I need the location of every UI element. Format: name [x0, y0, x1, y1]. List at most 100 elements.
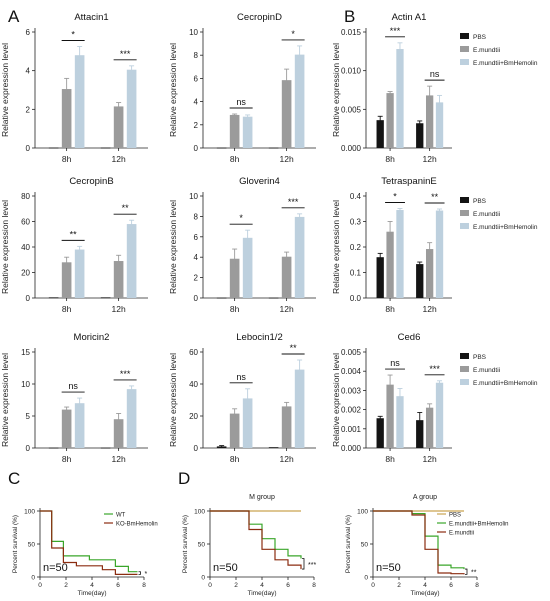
- x-tick-label: 12h: [112, 154, 126, 164]
- y-tick-label: 2: [194, 274, 199, 283]
- legend-swatch: [460, 210, 469, 216]
- y-tick-label: 0: [194, 294, 199, 303]
- bar-2-1: [294, 54, 305, 149]
- y-tick-label: 0.000: [341, 444, 362, 453]
- significance-label: *: [71, 30, 75, 40]
- x-tick-label: 12h: [280, 304, 294, 314]
- chart-title: Ced6: [398, 332, 421, 343]
- bar-2-1: [435, 102, 444, 148]
- panel-label-a: A: [8, 7, 20, 26]
- bar-2-0: [242, 398, 253, 448]
- y-tick-label: 15: [21, 348, 30, 357]
- significance-label: ***: [288, 197, 299, 207]
- bar-0-1: [100, 447, 111, 449]
- significance-label: **: [122, 203, 130, 213]
- y-tick-label: 0.001: [341, 425, 362, 434]
- bar-0-1: [100, 297, 111, 299]
- x-tick-label: 2: [64, 582, 68, 589]
- sample-size-label: n=50: [213, 562, 238, 574]
- y-axis-label: Relative expression level: [168, 43, 178, 137]
- y-axis-label: Relative expression level: [331, 200, 341, 294]
- significance-label: *: [239, 213, 243, 223]
- bar-2-0: [74, 403, 85, 448]
- x-tick-label: 8h: [230, 154, 240, 164]
- bar-1-1: [281, 406, 292, 448]
- bar-1-0: [229, 413, 240, 448]
- bar-1-0: [386, 93, 394, 148]
- y-axis-label: Relative expression level: [0, 200, 10, 294]
- y-tick-label: 2: [26, 105, 31, 114]
- bar-1-1: [113, 419, 124, 448]
- y-tick-label: 10: [21, 380, 30, 389]
- chart-title: Lebocin1/2: [236, 332, 282, 343]
- x-tick-label: 8: [142, 582, 146, 589]
- y-tick-label: 40: [189, 380, 198, 389]
- legend-label: E.mundtii: [473, 47, 500, 54]
- y-tick-label: 60: [21, 218, 30, 227]
- y-tick-label: 100: [24, 509, 35, 516]
- panel-label-b: B: [344, 7, 355, 26]
- significance-label: *: [291, 29, 295, 39]
- survival-line-1: [373, 510, 465, 570]
- legend-swatch: [460, 33, 469, 39]
- y-tick-label: 0: [194, 444, 199, 453]
- legend-swatch: [460, 59, 469, 65]
- y-tick-label: 50: [198, 542, 206, 549]
- y-tick-label: 0: [26, 144, 31, 153]
- x-tick-label: 8h: [230, 304, 240, 314]
- chart-title: Moricin2: [74, 332, 110, 343]
- sample-size-label: n=50: [376, 562, 401, 574]
- legend-swatch: [460, 197, 469, 203]
- y-axis-label: Relative expression level: [331, 43, 341, 137]
- y-tick-label: 0: [26, 294, 31, 303]
- bar-2-0: [396, 210, 404, 298]
- x-tick-label: 2: [234, 582, 238, 589]
- y-tick-label: 0.010: [341, 67, 362, 76]
- significance-label: ***: [429, 364, 440, 374]
- legend-label: E.mundtii: [473, 367, 500, 374]
- legend-swatch: [460, 366, 469, 372]
- y-tick-label: 0.005: [341, 348, 362, 357]
- x-tick-label: 8: [475, 582, 479, 589]
- y-tick-label: 0.3: [350, 218, 362, 227]
- y-tick-label: 4: [26, 67, 31, 76]
- survival-chart-survival_a: A group Percent survival (%) Time(day) 0 50 1…: [345, 494, 509, 597]
- significance-label: ns: [236, 372, 246, 382]
- x-tick-label: 6: [116, 582, 120, 589]
- significance-label: ***: [390, 26, 401, 36]
- y-axis-label: Relative expression level: [0, 43, 10, 137]
- y-tick-label: 0: [194, 144, 199, 153]
- y-tick-label: 0: [201, 575, 205, 582]
- x-axis-label: Time(day): [247, 590, 276, 597]
- significance-label: *: [393, 191, 397, 201]
- significance-label: **: [431, 192, 439, 202]
- significance-label: ***: [120, 369, 131, 379]
- x-tick-label: 12h: [423, 454, 437, 464]
- significance-label: ns: [390, 358, 400, 368]
- y-axis-label: Percent survival (%): [345, 515, 352, 573]
- x-tick-label: 2: [397, 582, 401, 589]
- bar-0-0: [216, 147, 227, 149]
- y-tick-label: 0.005: [341, 105, 362, 114]
- y-tick-label: 8: [194, 51, 199, 60]
- legend-label: E.mundtii+BmHemolin: [449, 522, 509, 528]
- bar-2-1: [435, 382, 444, 448]
- bar-0-1: [416, 420, 424, 448]
- y-tick-label: 4: [194, 98, 199, 107]
- x-axis-label: Time(day): [410, 590, 439, 597]
- bar-1-1: [113, 106, 124, 148]
- bar-2-1: [294, 369, 305, 448]
- y-tick-label: 60: [189, 348, 198, 357]
- chart-title: CecropinB: [69, 176, 113, 187]
- bar-2-0: [74, 55, 85, 149]
- bar-1-1: [281, 80, 292, 148]
- x-axis-label: Time(day): [77, 590, 106, 597]
- y-tick-label: 4: [194, 253, 199, 262]
- legend-label: E.mundtii: [473, 211, 500, 218]
- bar-chart-moricin2: Moricin2 Relative expression level 0 5 10 15 8…: [0, 332, 148, 464]
- x-tick-label: 12h: [280, 154, 294, 164]
- bar-0-0: [376, 257, 384, 298]
- x-tick-label: 12h: [423, 304, 437, 314]
- significance-bracket: [302, 558, 305, 570]
